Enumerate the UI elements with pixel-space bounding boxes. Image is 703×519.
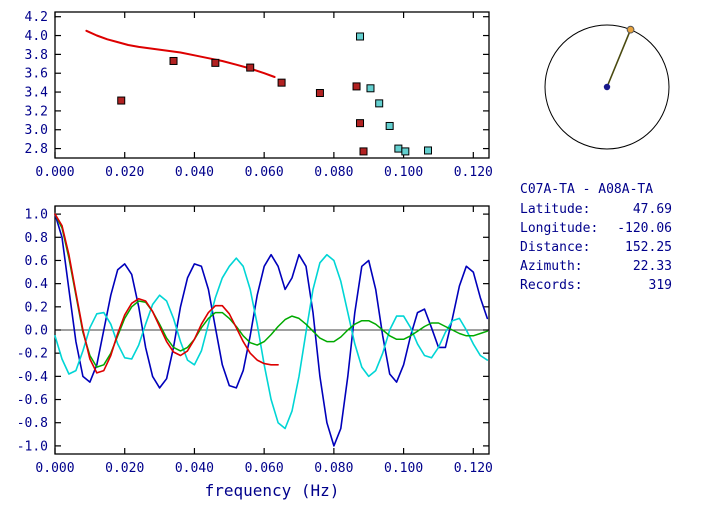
svg-text:1.0: 1.0 <box>25 208 48 223</box>
svg-text:0.020: 0.020 <box>105 165 144 180</box>
svg-text:0.080: 0.080 <box>314 165 353 180</box>
dispersion-velocity-chart[interactable]: 0.000 0.020 0.040 0.060 0.080 0.100 0.120 2.8 3.… <box>0 0 500 192</box>
azimuth-value: 22.33 <box>632 259 672 274</box>
svg-text:frequency (Hz): frequency (Hz) <box>205 481 340 500</box>
svg-text:0.000: 0.000 <box>35 165 74 180</box>
svg-text:0.060: 0.060 <box>245 461 284 476</box>
latitude-label: Latitude: <box>520 202 591 217</box>
svg-text:0.120: 0.120 <box>454 461 493 476</box>
station-info-block: C07A-TA - A08A-TA Latitude: 47.69 Longit… <box>520 180 672 295</box>
azimuth-label: Azimuth: <box>520 259 583 274</box>
correlation-waveform-chart[interactable]: 0.000 0.020 0.040 0.060 0.080 0.100 0.120 -1.0 -… <box>0 192 500 519</box>
svg-text:0.080: 0.080 <box>314 461 353 476</box>
svg-text:0.060: 0.060 <box>245 165 284 180</box>
records-value: 319 <box>648 278 672 293</box>
svg-text:0.0: 0.0 <box>25 324 48 339</box>
distance-value: 152.25 <box>625 240 672 255</box>
svg-text:-0.4: -0.4 <box>17 370 48 385</box>
svg-text:-0.8: -0.8 <box>17 416 48 431</box>
svg-text:0.040: 0.040 <box>175 461 214 476</box>
svg-text:4.0: 4.0 <box>25 29 48 44</box>
svg-text:0.020: 0.020 <box>105 461 144 476</box>
svg-text:0.6: 0.6 <box>25 254 48 269</box>
longitude-label: Longitude: <box>520 221 599 236</box>
svg-text:3.4: 3.4 <box>25 86 49 101</box>
info-row-longitude: Longitude: -120.06 <box>520 219 672 238</box>
svg-text:3.0: 3.0 <box>25 123 48 138</box>
longitude-value: -120.06 <box>617 221 672 236</box>
svg-text:0.8: 0.8 <box>25 231 48 246</box>
svg-text:4.2: 4.2 <box>25 10 48 25</box>
azimuth-dial <box>544 24 670 150</box>
svg-text:-0.6: -0.6 <box>17 393 48 408</box>
svg-text:0.100: 0.100 <box>384 461 423 476</box>
svg-text:0.000: 0.000 <box>35 461 74 476</box>
info-row-records: Records: 319 <box>520 276 672 295</box>
svg-text:0.2: 0.2 <box>25 300 48 315</box>
svg-text:0.120: 0.120 <box>454 165 493 180</box>
latitude-value: 47.69 <box>632 202 672 217</box>
svg-text:0.4: 0.4 <box>25 277 49 292</box>
records-label: Records: <box>520 278 583 293</box>
svg-text:3.2: 3.2 <box>25 104 48 119</box>
svg-text:2.8: 2.8 <box>25 142 48 157</box>
svg-text:3.6: 3.6 <box>25 67 48 82</box>
distance-label: Distance: <box>520 240 591 255</box>
svg-text:0.040: 0.040 <box>175 165 214 180</box>
svg-text:-1.0: -1.0 <box>17 439 48 454</box>
info-row-latitude: Latitude: 47.69 <box>520 200 672 219</box>
info-row-azimuth: Azimuth: 22.33 <box>520 257 672 276</box>
svg-text:-0.2: -0.2 <box>17 347 48 362</box>
svg-text:3.8: 3.8 <box>25 48 48 63</box>
svg-text:0.100: 0.100 <box>384 165 423 180</box>
station-pair-title: C07A-TA - A08A-TA <box>520 182 654 197</box>
info-row-distance: Distance: 152.25 <box>520 238 672 257</box>
